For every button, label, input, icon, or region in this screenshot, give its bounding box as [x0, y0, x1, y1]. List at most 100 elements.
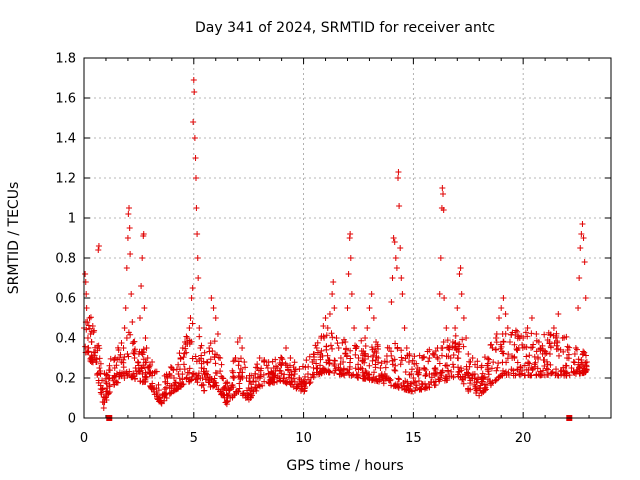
data-point	[125, 353, 132, 360]
data-point	[303, 380, 310, 387]
data-point	[224, 380, 231, 387]
data-point	[368, 291, 375, 297]
data-point	[344, 305, 351, 311]
data-point	[342, 339, 349, 345]
data-point	[186, 369, 193, 376]
data-point	[481, 354, 488, 361]
data-point	[138, 283, 145, 289]
data-point	[305, 363, 312, 370]
data-point	[146, 371, 153, 377]
data-point	[577, 245, 584, 251]
data-point	[495, 360, 502, 367]
data-point	[241, 359, 248, 365]
y-tick-label: 1.8	[55, 52, 76, 67]
data-point	[171, 375, 178, 381]
data-point	[428, 374, 435, 381]
data-point	[139, 255, 146, 261]
data-point	[524, 333, 531, 340]
data-point	[351, 325, 358, 331]
data-point	[207, 340, 214, 347]
data-point	[98, 391, 105, 397]
data-point	[166, 371, 173, 377]
data-point	[435, 376, 442, 383]
data-point	[479, 370, 486, 377]
data-point	[296, 365, 303, 372]
data-point	[355, 361, 362, 368]
data-point	[487, 341, 494, 348]
data-point	[217, 368, 224, 375]
data-point	[492, 346, 499, 353]
data-point	[577, 370, 584, 377]
data-point	[377, 365, 384, 371]
data-point	[283, 345, 290, 351]
data-point	[101, 395, 108, 401]
data-point	[510, 367, 517, 374]
data-point	[455, 364, 462, 371]
data-point	[335, 364, 342, 371]
data-point	[404, 382, 411, 389]
data-point	[457, 374, 464, 381]
data-point	[398, 354, 405, 361]
data-point	[560, 364, 567, 371]
data-point	[237, 365, 244, 372]
data-point	[190, 77, 197, 83]
data-point	[326, 311, 333, 317]
data-point	[387, 348, 394, 355]
data-point	[555, 352, 562, 359]
data-point	[331, 357, 338, 364]
data-point	[308, 374, 315, 381]
data-point	[291, 359, 298, 366]
data-point	[285, 367, 292, 374]
data-point	[289, 378, 296, 385]
data-point	[396, 376, 403, 383]
data-point	[528, 344, 535, 351]
data-point	[196, 333, 203, 340]
data-point	[123, 335, 130, 342]
data-point	[125, 211, 132, 217]
data-point	[500, 295, 507, 301]
data-point	[553, 342, 560, 349]
data-point	[352, 351, 359, 358]
data-point	[243, 375, 250, 381]
data-point	[228, 385, 235, 391]
data-point	[326, 368, 333, 375]
data-point	[343, 352, 350, 359]
data-point	[519, 367, 526, 374]
data-point	[502, 311, 509, 317]
data-point	[102, 379, 109, 385]
data-point	[323, 332, 330, 339]
data-point	[325, 357, 332, 364]
data-point	[391, 356, 398, 363]
data-point	[390, 235, 397, 241]
data-point	[375, 345, 382, 352]
data-point	[223, 401, 230, 408]
data-point	[149, 359, 156, 365]
data-point	[515, 333, 522, 340]
data-point	[514, 366, 521, 373]
data-point	[274, 365, 281, 371]
data-point	[181, 366, 188, 373]
data-point	[450, 374, 457, 381]
data-point	[87, 358, 94, 365]
data-point	[379, 375, 386, 381]
data-point	[347, 231, 354, 237]
data-point	[394, 345, 401, 352]
data-point	[384, 359, 391, 365]
data-point	[235, 358, 242, 365]
data-point	[337, 355, 344, 361]
data-point	[421, 365, 428, 372]
data-point	[218, 388, 225, 395]
data-point	[187, 339, 194, 346]
data-point	[252, 364, 259, 371]
data-point	[132, 365, 139, 371]
data-point	[344, 369, 351, 376]
data-point	[199, 375, 206, 381]
data-point	[193, 205, 200, 211]
data-point	[242, 364, 249, 371]
data-point	[129, 340, 136, 347]
data-point	[426, 346, 433, 353]
data-point	[578, 231, 585, 237]
data-point	[186, 365, 193, 372]
data-point	[445, 345, 452, 351]
data-point	[471, 371, 478, 377]
